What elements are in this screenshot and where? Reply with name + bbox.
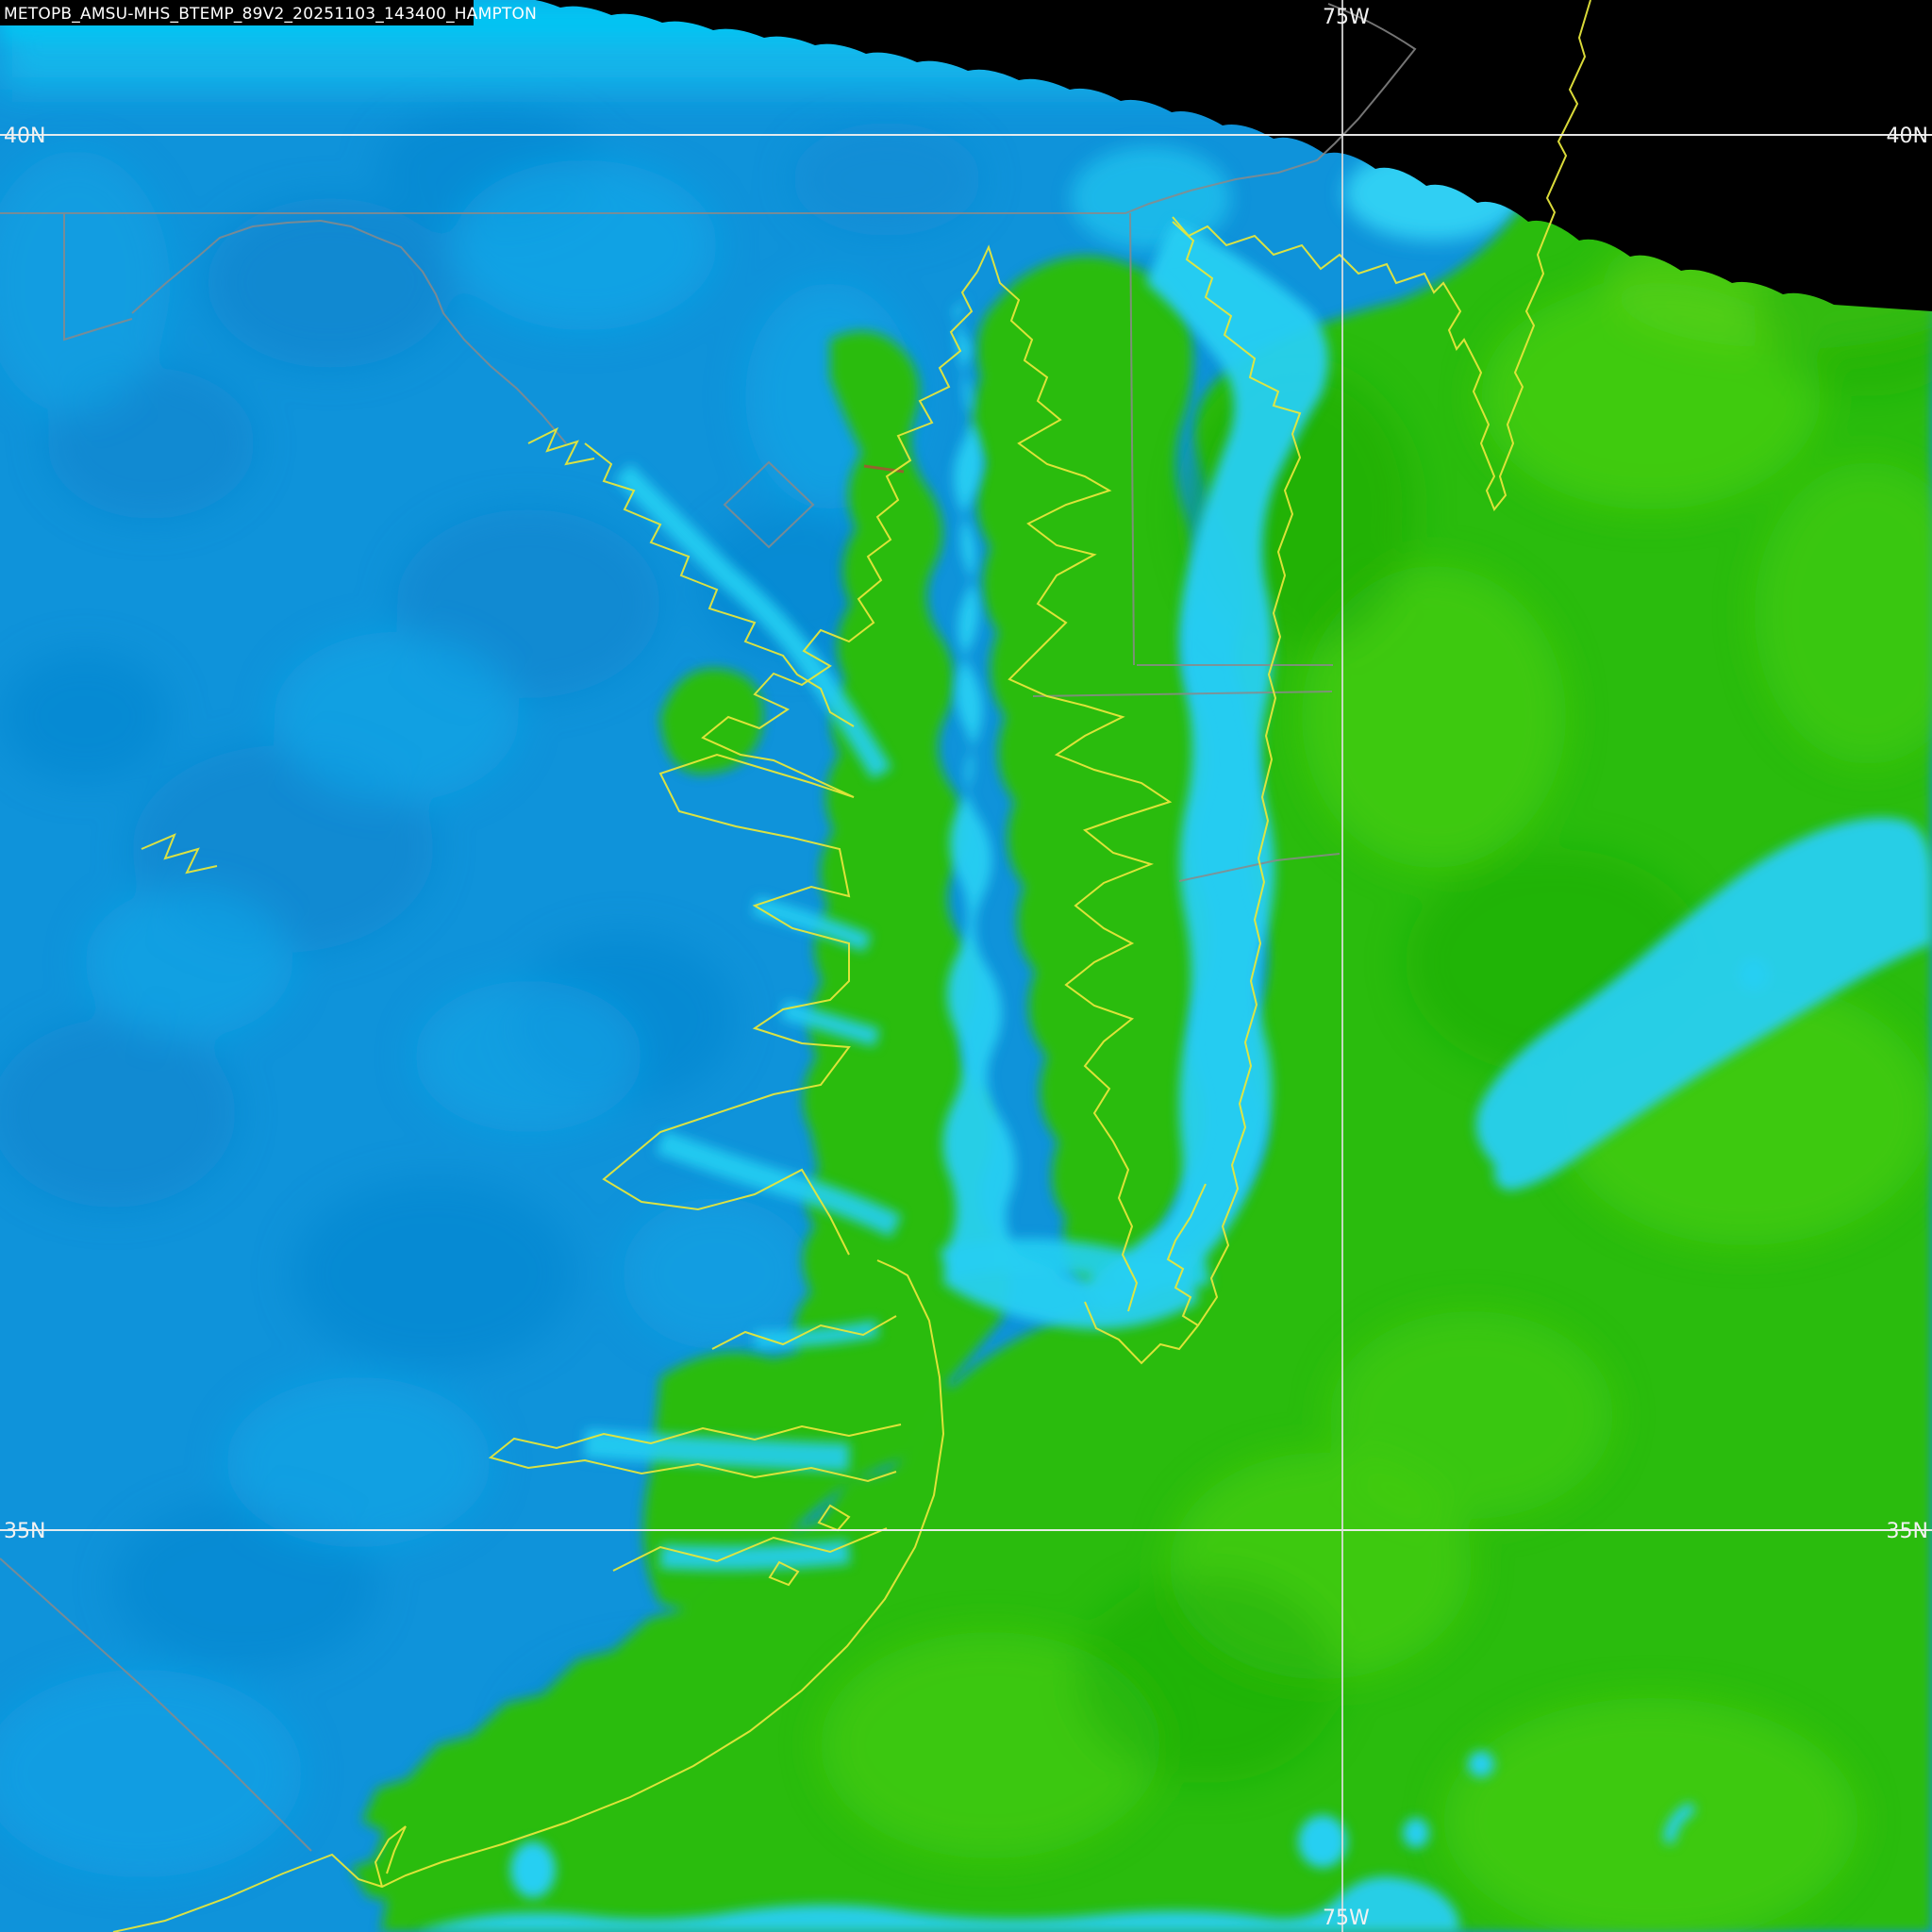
potomac-river <box>584 442 855 727</box>
blue-texture <box>0 104 981 1877</box>
lat-label-35n-right: 35N <box>1887 1520 1928 1543</box>
no-data-region <box>509 0 1932 311</box>
lon-label-75w-top: 75W <box>1323 6 1370 29</box>
chesapeake-east-shore <box>976 244 1173 1312</box>
product-title: METOPB_AMSU-MHS_BTEMP_89V2_20251103_1434… <box>4 5 537 24</box>
lat-label-40n-right: 40N <box>1887 125 1928 148</box>
barrier-island-inner <box>1166 1183 1207 1326</box>
cool-spot <box>1468 1751 1494 1777</box>
nj-coast <box>1172 0 1591 511</box>
atlantic-nearshore-strip <box>1085 222 1328 1311</box>
state-boundary-lines <box>0 3 1417 1852</box>
currituck-shore <box>711 1315 897 1350</box>
cool-spot <box>1298 1815 1347 1868</box>
offshore-cool-swirl <box>1475 817 1932 1191</box>
cool-crescent <box>1663 1803 1695 1844</box>
albemarle-sound <box>488 1424 902 1483</box>
bottom-cool-band <box>415 1876 1460 1932</box>
inland-lake <box>768 1560 800 1587</box>
delmarva-atlantic-coast <box>1084 221 1302 1365</box>
creek-squiggle <box>527 426 595 466</box>
delmarva-warm-strip <box>972 256 1210 1296</box>
creek-squiggle <box>141 833 218 874</box>
chesapeake-west-shore <box>602 271 978 1256</box>
title-background <box>0 0 474 25</box>
chesapeake-bay-channel <box>942 297 1198 1330</box>
road-segment <box>863 464 905 474</box>
cape-spit <box>374 1825 407 1888</box>
coastline-overlay <box>112 0 1591 1932</box>
green-texture <box>821 217 1932 1932</box>
southside-warm-mass <box>643 1351 953 1609</box>
stmarys-warm-blob <box>660 668 763 774</box>
cool-spot <box>510 1841 556 1898</box>
cool-spot <box>1403 1818 1429 1848</box>
pamlico-sound <box>612 1527 888 1572</box>
lat-label-40n-left: 40N <box>4 125 45 148</box>
title-bar: METOPB_AMSU-MHS_BTEMP_89V2_20251103_1434… <box>0 0 537 25</box>
cool-spot <box>1739 958 1769 991</box>
outer-banks-coast <box>112 1259 945 1932</box>
lat-label-35n-left: 35N <box>4 1520 45 1543</box>
lon-label-75w-bottom: 75W <box>1323 1907 1370 1930</box>
